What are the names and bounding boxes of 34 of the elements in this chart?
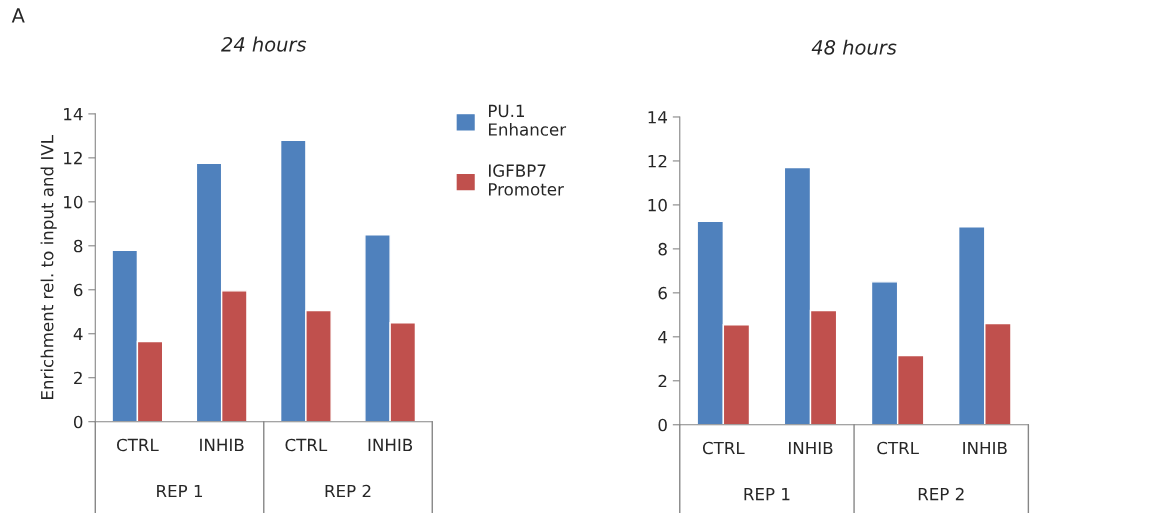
text: REP 1 [157, 484, 203, 498]
y-tick-label: 0 [73, 415, 83, 429]
chart-title: 24 hours [221, 36, 307, 52]
y-tick-label: 6 [658, 286, 667, 300]
x-tick-label: INHIB [200, 438, 244, 452]
text: REP 2 [918, 487, 964, 501]
x-tick-label: CTRL [877, 441, 919, 455]
x-tick-label: INHIB [963, 441, 1007, 455]
y-tick-label: 12 [64, 151, 82, 165]
y-tick-label: 10 [64, 195, 83, 209]
x-tick-label: CTRL [117, 438, 159, 452]
legend-label: IGFBP7 Promoter [489, 164, 564, 196]
y-tick-label: 2 [74, 371, 82, 385]
y-tick-label: 14 [648, 111, 668, 124]
x-tick-label: INHIB [788, 441, 833, 455]
text: REP 1 [744, 488, 790, 501]
y-tick-label: 10 [648, 198, 667, 212]
y-axis-title: Enrichment rel. to input and IVL [40, 135, 57, 399]
y-tick-label: 0 [658, 418, 667, 432]
y-tick-label: 6 [74, 283, 83, 297]
y-tick-label: 4 [658, 331, 668, 344]
y-tick-label: 4 [73, 327, 83, 341]
y-tick-label: 14 [64, 108, 83, 121]
x-tick-label: CTRL [285, 438, 328, 452]
x-tick-label: INHIB [368, 438, 413, 452]
y-tick-label: 2 [658, 374, 667, 388]
text: A [11, 8, 25, 23]
y-tick-label: 8 [74, 239, 83, 253]
chart-title: 48 hours [811, 39, 897, 55]
y-tick-label: 12 [648, 154, 667, 168]
y-tick-label: 8 [658, 242, 667, 256]
x-tick-label: CTRL [702, 441, 745, 455]
legend-label: PU.1 Enhancer [489, 104, 567, 136]
text: REP 2 [325, 484, 371, 498]
